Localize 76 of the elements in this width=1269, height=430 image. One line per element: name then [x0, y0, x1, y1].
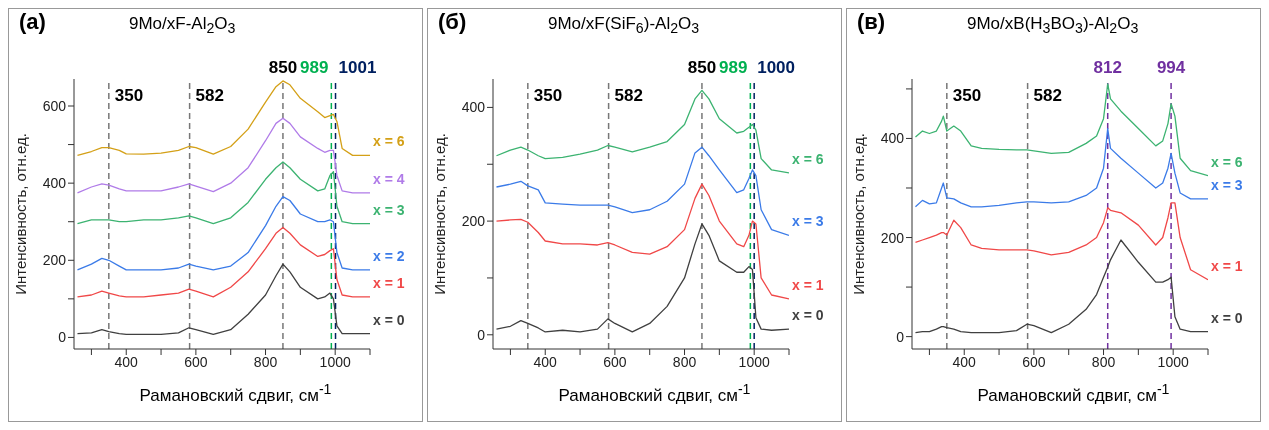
line-series — [495, 223, 789, 333]
series-label: x = 6 — [1211, 153, 1243, 170]
series-label: x = 1 — [792, 276, 824, 293]
series-label: x = 3 — [1211, 176, 1243, 193]
ref-line-label: 994 — [1156, 58, 1186, 77]
y-axis-title: Интенсивность, отн.ед. — [850, 133, 868, 295]
line-series — [914, 239, 1208, 334]
ref-line-label: 1000 — [757, 58, 795, 77]
x-tick-label: 400 — [533, 353, 558, 370]
series-label: x = 3 — [792, 213, 824, 230]
series-label: x = 6 — [792, 150, 824, 167]
x-tick-label: 400 — [114, 353, 139, 370]
line-series — [76, 195, 370, 271]
x-tick-label: 1000 — [319, 353, 351, 370]
x-tick-label: 600 — [1022, 353, 1046, 370]
ref-line-label: 812 — [1093, 58, 1122, 77]
series-label: x = 3 — [373, 201, 405, 218]
x-tick-label: 800 — [672, 353, 697, 370]
y-tick-label: 0 — [58, 329, 67, 346]
x-tick-label: 800 — [253, 353, 278, 370]
line-series — [914, 202, 1208, 281]
ref-line-label: 850 — [687, 58, 717, 77]
x-tick-label: 600 — [603, 353, 627, 370]
x-tick-label: 800 — [1091, 353, 1116, 370]
x-tick-label: 1000 — [738, 353, 770, 370]
ref-line-label: 350 — [533, 86, 563, 105]
y-tick-label: 400 — [880, 130, 905, 147]
y-tick-label: 600 — [42, 97, 67, 114]
x-tick-label: 400 — [952, 353, 977, 370]
ref-line-label: 350 — [952, 86, 982, 105]
text: (б) — [438, 9, 468, 35]
series-label: x = 0 — [373, 311, 405, 328]
y-tick-label: 400 — [42, 175, 67, 192]
chart-title: 9Mo/xF-Al$_{2}$O$_{3}$ — [129, 14, 236, 37]
y-tick-label: 0 — [477, 326, 486, 343]
chart-title: 9Mo/xF(SiF$_{6}$)-Al$_{2}$O$_{3}$ — [548, 14, 700, 37]
line-series — [76, 161, 370, 225]
ref-line-label: 989 — [718, 58, 748, 77]
line-series — [495, 183, 789, 300]
y-tick-label: 400 — [461, 99, 486, 116]
x-tick-label: 600 — [184, 353, 208, 370]
series-label: x = 1 — [373, 274, 405, 291]
line-series — [495, 89, 789, 174]
y-tick-label: 200 — [42, 252, 67, 269]
line-series — [76, 117, 370, 194]
x-axis-title: Рамановский сдвиг, см$^{-1}$ — [138, 381, 333, 406]
y-tick-label: 200 — [880, 229, 905, 246]
text: (в) — [857, 9, 887, 35]
line-series — [76, 263, 370, 335]
x-axis-title: Рамановский сдвиг, см$^{-1}$ — [976, 381, 1171, 406]
y-axis-title: Интенсивность, отн.ед. — [12, 133, 30, 295]
ref-line-label: 582 — [1033, 86, 1062, 105]
line-series — [76, 80, 370, 157]
line-series — [495, 146, 789, 236]
x-axis-title: Рамановский сдвиг, см$^{-1}$ — [557, 381, 752, 406]
line-series — [914, 83, 1208, 177]
series-label: x = 4 — [373, 170, 405, 187]
series-label: x = 0 — [1211, 309, 1243, 326]
series-label: x = 0 — [792, 307, 824, 324]
ref-line-label: 582 — [614, 86, 643, 105]
series-label: x = 2 — [373, 247, 405, 264]
y-axis-title: Интенсивность, отн.ед. — [431, 133, 449, 295]
line-series — [76, 226, 370, 298]
ref-line-label: 582 — [195, 86, 224, 105]
ref-line-label: 1001 — [338, 58, 377, 77]
ref-line-label: 850 — [268, 58, 298, 77]
y-tick-label: 200 — [461, 213, 486, 230]
text: (а) — [19, 9, 47, 35]
ref-line-label: 350 — [114, 86, 144, 105]
x-tick-label: 1000 — [1157, 353, 1189, 370]
chart-title: 9Mo/xB(H$_{3}$BO$_{3}$)-Al$_{2}$O$_{3}$ — [967, 14, 1139, 37]
series-label: x = 1 — [1211, 257, 1243, 274]
ref-line-label: 989 — [299, 58, 329, 77]
y-tick-label: 0 — [896, 328, 905, 345]
line-series — [914, 127, 1208, 208]
series-label: x = 6 — [373, 133, 405, 150]
